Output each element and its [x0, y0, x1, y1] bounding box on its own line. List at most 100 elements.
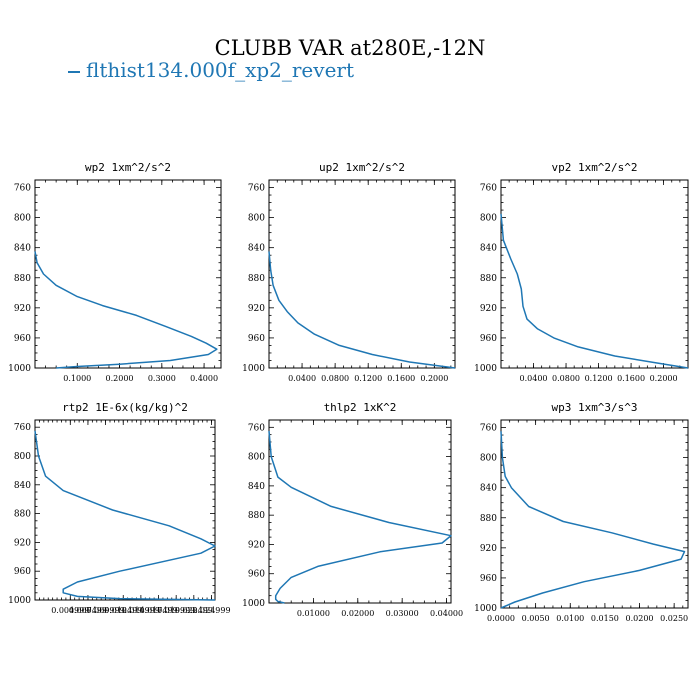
y-tick-label: 840 — [248, 244, 265, 254]
y-tick-label: 840 — [480, 484, 497, 494]
x-tick-label: 0.0400 — [288, 374, 316, 383]
y-tick-label: 960 — [480, 334, 497, 344]
y-tick-label: 800 — [14, 452, 31, 462]
y-tick-label: 880 — [14, 274, 31, 284]
y-tick-label: 840 — [14, 481, 31, 491]
x-tick-label: 0.009999 — [87, 606, 125, 615]
y-tick-label: 800 — [14, 214, 31, 224]
y-tick-label: 760 — [14, 184, 31, 194]
x-tick-label: 0.2000 — [106, 374, 134, 383]
y-tick-label: 920 — [248, 304, 265, 314]
panel-4: rtp2 1E-6x(kg/kg)^2 760 800 840 880 920 960 100… — [8, 401, 230, 615]
x-tick-label: 0.0100 — [556, 614, 584, 623]
x-tick-label: 0.0000 — [487, 614, 515, 623]
plot-frame — [500, 179, 689, 369]
panel-title: wp2 1xm^2/s^2 — [85, 161, 171, 174]
y-tick-label: 960 — [480, 574, 497, 584]
series-line — [500, 431, 686, 609]
x-tick-label: 0.0800 — [321, 374, 349, 383]
y-tick-label: 760 — [480, 424, 497, 434]
y-tick-label: 880 — [480, 274, 497, 284]
y-tick-label: 840 — [248, 482, 265, 492]
plot-frame — [34, 419, 216, 601]
x-tick-label: 0.012499 — [104, 606, 142, 615]
x-tick-label: 0.019999 — [157, 606, 195, 615]
plot-frame — [268, 419, 452, 604]
y-tick-label: 1000 — [8, 596, 31, 606]
plot-frame — [500, 419, 689, 609]
panel-6: wp3 1xm^3/s^3 760 800 840 880 920 960 10000.000… — [474, 401, 689, 623]
y-tick-label: 920 — [14, 304, 31, 314]
y-tick-label: 920 — [480, 304, 497, 314]
legend-label: flthist134.000f_xp2_revert — [86, 58, 354, 82]
y-tick-label: 800 — [248, 453, 265, 463]
y-tick-label: 760 — [248, 184, 265, 194]
panel-1: wp2 1xm^2/s^2 760 800 840 880 920 960 1000 0.100… — [8, 161, 222, 383]
panel-title: wp3 1xm^3/s^3 — [551, 401, 637, 414]
x-tick-label: 0.0800 — [552, 374, 580, 383]
y-tick-label: 960 — [14, 334, 31, 344]
x-tick-label: 0.1200 — [585, 374, 613, 383]
y-tick-label: 800 — [480, 454, 497, 464]
y-tick-label: 880 — [248, 511, 265, 521]
y-tick-label: 920 — [248, 540, 265, 550]
x-tick-label: 0.04000 — [430, 609, 463, 618]
x-tick-label: 0.004999 — [51, 606, 89, 615]
y-tick-label: 920 — [14, 538, 31, 548]
y-tick-label: 760 — [14, 423, 31, 433]
x-tick-label: 0.014999 — [122, 606, 160, 615]
x-tick-label: 0.01000 — [297, 609, 330, 618]
x-tick-label: 0.3000 — [148, 374, 176, 383]
series-line — [500, 213, 689, 369]
panel-5: thlp2 1xK^2 760 800 840 880 920 960 1000 0.01000… — [242, 401, 463, 618]
y-tick-label: 920 — [480, 544, 497, 554]
y-tick-label: 800 — [480, 214, 497, 224]
panel-title: vp2 1xm^2/s^2 — [551, 161, 637, 174]
x-tick-label: 0.0050 — [522, 614, 550, 623]
x-tick-label: 0.022499 — [175, 606, 213, 615]
legend-line-swatch — [68, 70, 80, 73]
x-tick-label: 0.0400 — [520, 374, 548, 383]
y-tick-label: 1000 — [242, 364, 265, 374]
legend-entry: flthist134.000f_xp2_revert — [68, 58, 354, 82]
series-line — [34, 430, 216, 601]
y-tick-label: 1000 — [474, 364, 497, 374]
x-tick-label: 0.024999 — [192, 606, 230, 615]
panel-2: up2 1xm^2/s^2 760 800 840 880 920 960 1000 0.040… — [242, 161, 456, 383]
panel-3: vp2 1xm^2/s^2 760 800 840 880 920 960 1000 0.040… — [474, 161, 689, 383]
x-tick-label: 0.1000 — [63, 374, 91, 383]
y-tick-label: 960 — [248, 334, 265, 344]
panel-title: thlp2 1xK^2 — [324, 401, 397, 414]
x-tick-label: 0.2000 — [420, 374, 448, 383]
y-tick-label: 840 — [480, 244, 497, 254]
y-tick-label: 880 — [480, 514, 497, 524]
x-tick-label: 0.0250 — [660, 614, 688, 623]
x-tick-label: 0.0150 — [591, 614, 619, 623]
y-tick-label: 1000 — [242, 599, 265, 609]
y-tick-label: 880 — [248, 274, 265, 284]
series-line — [34, 251, 218, 369]
x-tick-label: 0.007499 — [69, 606, 107, 615]
plot-frame — [34, 179, 222, 369]
panel-title: rtp2 1E-6x(kg/kg)^2 — [62, 401, 188, 414]
series-line — [268, 430, 452, 604]
x-tick-label: 0.1600 — [387, 374, 415, 383]
y-tick-label: 960 — [14, 567, 31, 577]
y-tick-label: 760 — [480, 184, 497, 194]
y-tick-label: 1000 — [474, 604, 497, 614]
x-tick-label: 0.2000 — [650, 374, 678, 383]
x-tick-label: 0.4000 — [190, 374, 218, 383]
y-tick-label: 760 — [248, 423, 265, 433]
y-tick-label: 800 — [248, 214, 265, 224]
x-tick-label: 0.017499 — [139, 606, 177, 615]
y-tick-label: 880 — [14, 510, 31, 520]
y-tick-label: 960 — [248, 570, 265, 580]
panel-title: up2 1xm^2/s^2 — [319, 161, 405, 174]
x-tick-label: 0.1600 — [617, 374, 645, 383]
figure-title: CLUBB VAR at280E,-12N — [214, 36, 486, 60]
x-tick-label: 0.1200 — [354, 374, 382, 383]
x-tick-label: 0.0200 — [626, 614, 654, 623]
series-line — [268, 251, 456, 369]
x-tick-label: 0.02000 — [341, 609, 374, 618]
